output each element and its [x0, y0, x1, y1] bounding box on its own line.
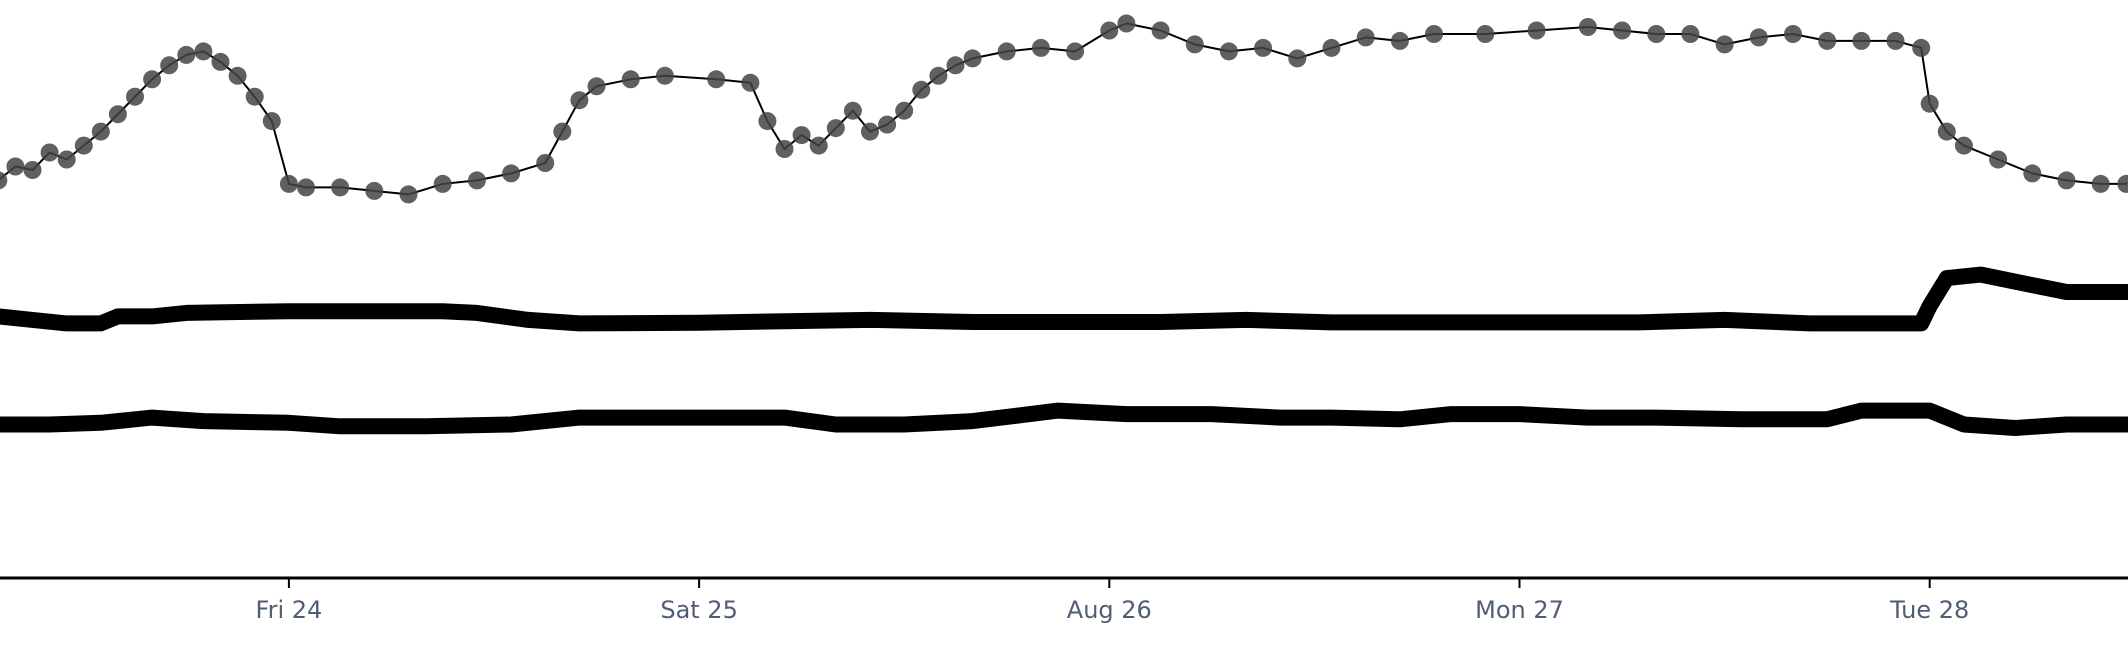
series-1-point: [1100, 21, 1119, 40]
series-1-point: [1784, 25, 1802, 43]
series-1-point: [279, 174, 298, 193]
series-1-point: [2057, 171, 2076, 190]
x-axis-ticks: Fri 24 Sat 25 Aug 26 Mon 27 Tue 28: [256, 578, 1969, 624]
series-1-point: [23, 161, 42, 179]
series-1-point: [553, 122, 572, 141]
series-1-point: [707, 70, 726, 89]
series-1-point: [1356, 28, 1375, 47]
series-1-point: [1322, 38, 1341, 57]
series-1-point: [1527, 21, 1546, 40]
series-1-point: [160, 56, 179, 75]
series-1-point: [467, 171, 486, 190]
x-tick-label: Sat 25: [660, 596, 738, 624]
series-1-point: [1749, 28, 1768, 47]
series-1-point: [946, 56, 965, 75]
series-1-point: [502, 164, 521, 183]
x-tick-label: Fri 24: [256, 596, 323, 624]
series-1-point: [1886, 31, 1905, 50]
series-1-point: [1031, 38, 1050, 57]
series-1-point: [1117, 14, 1136, 33]
x-tick-label: Mon 27: [1475, 596, 1564, 624]
series-1-point: [399, 185, 418, 204]
series-1-point: [143, 70, 162, 89]
series-1-point: [1476, 25, 1495, 43]
series-1-point: [6, 157, 25, 176]
series-1-point: [843, 101, 862, 120]
series-1-point: [587, 77, 606, 96]
series-1-point: [1715, 35, 1734, 54]
series-1-point: [1425, 25, 1443, 43]
series-1-point: [365, 181, 384, 200]
series-1-point: [433, 174, 452, 193]
series-1-point: [177, 45, 196, 64]
series-1-point: [2023, 164, 2042, 183]
series-1-point: [861, 122, 879, 141]
series-3-line: [0, 402, 2128, 436]
series-1-point: [1254, 38, 1273, 57]
series-1-point: [621, 70, 640, 89]
series-1-point: [1613, 21, 1632, 40]
series-1-point: [0, 171, 8, 190]
series-layer: [0, 14, 2128, 436]
series-2: [0, 266, 2128, 332]
series-1-point: [809, 136, 828, 155]
series-2-line: [0, 266, 2128, 332]
series-1-point: [1151, 21, 1170, 40]
series-1-point: [895, 101, 914, 120]
series-1-point: [741, 73, 760, 92]
series-1-point: [331, 178, 350, 197]
series-1: [0, 14, 2128, 204]
series-1-point: [997, 42, 1016, 61]
series-1-point: [1066, 42, 1085, 61]
series-1-point: [792, 126, 811, 145]
series-1-point: [1912, 38, 1931, 57]
series-1-point: [108, 105, 127, 124]
series-1-point: [2091, 174, 2110, 193]
series-1-point: [1681, 25, 1700, 43]
series-1-point: [1647, 25, 1666, 43]
series-1-point: [57, 150, 76, 169]
series-1-point: [1390, 31, 1409, 50]
series-1-point: [40, 143, 59, 162]
series-1-point: [194, 42, 213, 61]
series-1-point: [1219, 42, 1238, 61]
series-1-line: [0, 22, 2128, 196]
series-1-point: [228, 66, 247, 85]
series-1-point: [91, 122, 110, 141]
series-1-point: [1578, 18, 1597, 36]
series-1-point: [912, 80, 931, 99]
series-1-point: [1937, 122, 1956, 141]
series-1-point: [758, 112, 777, 131]
series-1-point: [126, 87, 144, 106]
series-1-point: [929, 66, 948, 85]
series-1-point: [1852, 31, 1871, 50]
series-1-point: [1954, 136, 1973, 155]
series-1-point: [1818, 31, 1837, 50]
series-1-point: [826, 119, 845, 138]
series-1-point: [297, 178, 315, 197]
series-1-point: [878, 115, 897, 134]
series-1-point: [963, 49, 982, 68]
x-tick-label: Tue 28: [1889, 596, 1969, 624]
series-1-point: [1185, 35, 1204, 54]
series-1-point: [1288, 49, 1307, 68]
series-1-point: [570, 91, 589, 110]
series-1-point: [1989, 150, 2008, 169]
series-1-point: [1920, 94, 1939, 113]
series-3: [0, 402, 2128, 436]
series-1-point: [655, 66, 674, 85]
x-tick-label: Aug 26: [1067, 596, 1152, 624]
series-1-point: [775, 140, 794, 158]
series-1-point: [2117, 174, 2128, 193]
series-1-point: [262, 112, 281, 131]
series-1-point: [245, 87, 264, 106]
series-1-point: [74, 136, 93, 155]
series-1-point: [211, 52, 230, 71]
series-1-point: [536, 154, 555, 172]
